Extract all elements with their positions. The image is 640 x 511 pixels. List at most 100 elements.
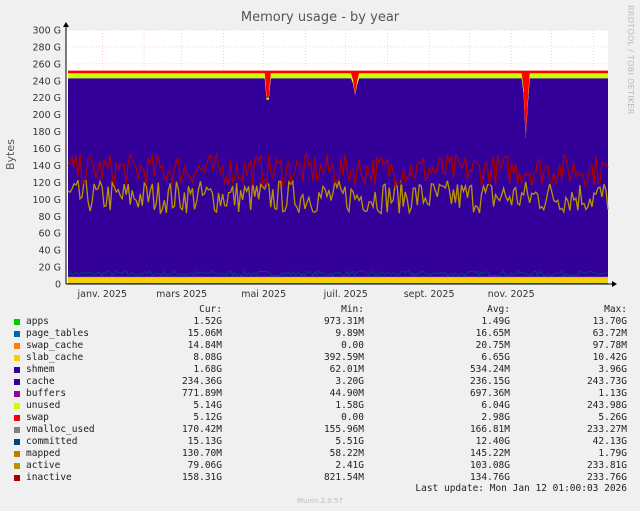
legend-name: buffers (26, 388, 67, 399)
x-tick-label: janv. 2025 (77, 289, 128, 300)
legend-min: 973.31M (323, 316, 364, 327)
y-axis-arrow (63, 22, 69, 27)
legend-min: 9.89M (335, 328, 364, 339)
y-tick-label: 180 G (32, 127, 61, 138)
legend-row-page-tables: page_tables 15.06M 9.89M 16.65M 63.72M (0, 328, 640, 340)
legend-avg: 20.75M (475, 340, 510, 351)
legend-header: Cur: Min: Avg: Max: (0, 304, 640, 316)
legend-row-slab-cache: slab_cache 8.08G 392.59M 6.65G 10.42G (0, 352, 640, 364)
header-avg: Avg: (487, 304, 510, 315)
legend-cur: 771.89M (181, 388, 222, 399)
legend-avg: 166.81M (469, 424, 510, 435)
y-tick-label: 40 G (39, 246, 61, 257)
legend-name: cache (26, 376, 55, 387)
y-tick-label: 200 G (32, 110, 61, 121)
x-tick-label: mars 2025 (156, 289, 207, 300)
legend-row-unused: unused 5.14G 1.58G 6.04G 243.98G (0, 400, 640, 412)
legend-max: 233.81G (586, 460, 627, 471)
y-tick-label: 80 G (39, 212, 61, 223)
y-tick-label: 20 G (39, 263, 61, 274)
legend-avg: 145.22M (469, 448, 510, 459)
y-tick-label: 160 G (32, 144, 61, 155)
legend-min: 821.54M (323, 472, 364, 483)
legend-row-swap-cache: swap_cache 14.84M 0.00 20.75M 97.78M (0, 340, 640, 352)
legend-swatch (14, 391, 20, 397)
legend-max: 97.78M (592, 340, 627, 351)
legend-swatch (14, 331, 20, 337)
legend-avg: 534.24M (469, 364, 510, 375)
legend-name: shmem (26, 364, 55, 375)
legend-cur: 1.68G (193, 364, 222, 375)
legend-min: 155.96M (323, 424, 364, 435)
legend-swatch (14, 367, 20, 373)
committed-line (67, 269, 609, 278)
cache-area (68, 78, 608, 277)
legend-cur: 1.52G (193, 316, 222, 327)
legend-cur: 14.84M (187, 340, 222, 351)
rrdtool-credit: RRDTOOL / TOBI OETIKER (626, 5, 635, 115)
legend-cur: 5.14G (193, 400, 222, 411)
y-tick-label: 280 G (32, 42, 61, 53)
y-tick-label: 0 (55, 280, 61, 291)
legend-max: 63.72M (592, 328, 627, 339)
legend-name: mapped (26, 448, 61, 459)
y-tick-label: 240 G (32, 76, 61, 87)
header-max: Max: (604, 304, 627, 315)
legend-row-inactive: inactive 158.31G 821.54M 134.76G 233.76G (0, 472, 640, 484)
legend-name: page_tables (26, 328, 89, 339)
legend-min: 0.00 (341, 412, 364, 423)
legend-swatch (14, 427, 20, 433)
legend-swatch (14, 439, 20, 445)
chart-title: Memory usage - by year (240, 10, 400, 25)
memory-chart: 0 20 G 40 G 60 G 80 G 100 G 120 G 140 G 160 G 180… (32, 22, 617, 300)
slab-cache-area (68, 277, 608, 283)
legend-min: 392.59M (323, 352, 364, 363)
legend-cur: 234.36G (181, 376, 222, 387)
y-tick-label: 60 G (39, 229, 61, 240)
legend-cur: 158.31G (181, 472, 222, 483)
legend-min: 44.90M (329, 388, 364, 399)
legend-avg: 1.49G (481, 316, 510, 327)
legend-min: 3.20G (335, 376, 364, 387)
legend-swatch (14, 463, 20, 469)
legend-avg: 6.04G (481, 400, 510, 411)
legend-max: 5.26G (598, 412, 627, 423)
legend-max: 42.13G (592, 436, 627, 447)
legend-swatch (14, 319, 20, 325)
legend-name: swap_cache (26, 340, 84, 351)
y-ticks: 0 20 G 40 G 60 G 80 G 100 G 120 G 140 G 160 G 180… (32, 26, 61, 291)
legend-avg: 697.36M (469, 388, 510, 399)
legend-cur: 15.13G (187, 436, 222, 447)
legend-row-mapped: mapped 130.70M 58.22M 145.22M 1.79G (0, 448, 640, 460)
legend-swatch (14, 475, 20, 481)
legend-name: committed (26, 436, 78, 447)
legend-name: active (26, 460, 61, 471)
legend-cur: 79.06G (187, 460, 222, 471)
legend-cur: 5.12G (193, 412, 222, 423)
legend-min: 62.01M (329, 364, 364, 375)
legend-max: 1.79G (598, 448, 627, 459)
legend-avg: 103.08G (469, 460, 510, 471)
y-tick-label: 100 G (32, 195, 61, 206)
legend-name: slab_cache (26, 352, 84, 363)
legend-min: 1.58G (335, 400, 364, 411)
legend-swatch (14, 355, 20, 361)
legend-avg: 2.98G (481, 412, 510, 423)
legend-name: inactive (26, 472, 72, 483)
legend-max: 1.13G (598, 388, 627, 399)
active-line (67, 178, 609, 215)
legend-row-swap: swap 5.12G 0.00 2.98G 5.26G (0, 412, 640, 424)
legend-max: 233.76G (586, 472, 627, 483)
legend-avg: 16.65M (475, 328, 510, 339)
legend-max: 233.27M (586, 424, 627, 435)
legend-row-vmalloc-used: vmalloc_used 170.42M 155.96M 166.81M 233.27M (0, 424, 640, 436)
header-min: Min: (341, 304, 364, 315)
legend-min: 0.00 (341, 340, 364, 351)
legend-max: 243.73G (586, 376, 627, 387)
legend-name: unused (26, 400, 61, 411)
y-tick-label: 300 G (32, 26, 61, 37)
header-cur: Cur: (199, 304, 222, 315)
legend-max: 243.98G (586, 400, 627, 411)
legend-max: 13.70G (592, 316, 627, 327)
y-tick-label: 260 G (32, 59, 61, 70)
